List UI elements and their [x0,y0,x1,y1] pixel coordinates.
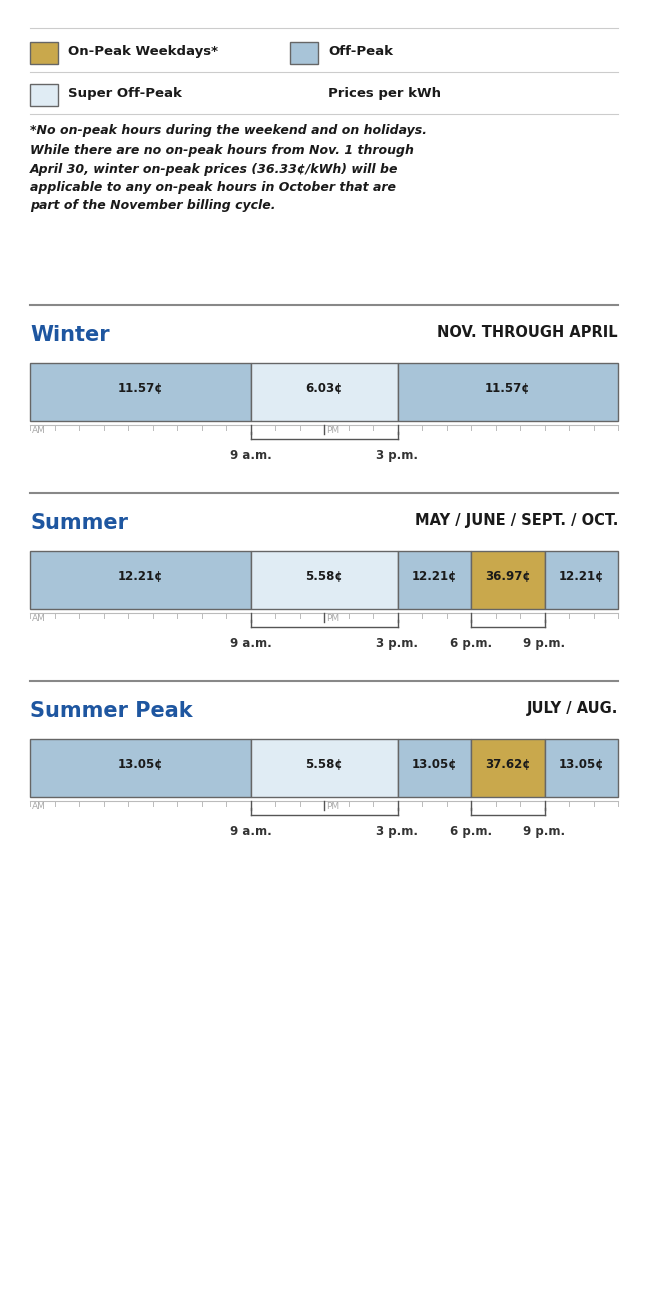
Text: 6 p.m.: 6 p.m. [450,637,492,650]
Text: PM: PM [326,614,339,623]
Text: 9 p.m.: 9 p.m. [524,637,566,650]
Text: JULY / AUG.: JULY / AUG. [527,701,618,716]
Text: 5.58¢: 5.58¢ [305,758,343,771]
Text: While there are no on-peak hours from Nov. 1 through
April 30, winter on-peak pr: While there are no on-peak hours from No… [30,144,414,212]
Text: Off-Peak: Off-Peak [328,45,393,58]
Text: AM: AM [32,614,46,623]
Bar [544,551,618,610]
Text: Summer: Summer [30,513,128,534]
Text: 12.21¢: 12.21¢ [117,569,163,582]
Text: Super Off-Peak: Super Off-Peak [68,87,182,100]
Bar [544,739,618,797]
Text: *No on-peak hours during the weekend and on holidays.: *No on-peak hours during the weekend and… [30,125,427,138]
Text: PM: PM [326,802,339,812]
Bar [30,551,251,610]
Bar [397,551,471,610]
Text: AM: AM [32,802,46,812]
Bar [30,84,58,106]
Text: MAY / JUNE / SEPT. / OCT.: MAY / JUNE / SEPT. / OCT. [415,513,618,528]
Text: 3 p.m.: 3 p.m. [376,637,419,650]
Bar [397,739,471,797]
Text: Winter: Winter [30,325,110,345]
Bar [290,42,318,64]
Text: 13.05¢: 13.05¢ [559,758,604,771]
Text: 5.58¢: 5.58¢ [305,569,343,582]
Text: 36.97¢: 36.97¢ [485,569,531,582]
Bar [30,42,58,64]
Text: NOV. THROUGH APRIL: NOV. THROUGH APRIL [437,325,618,340]
Text: 6 p.m.: 6 p.m. [450,825,492,838]
Text: 11.57¢: 11.57¢ [117,382,163,395]
Text: 3 p.m.: 3 p.m. [376,825,419,838]
Text: PM: PM [326,426,339,435]
Text: 13.05¢: 13.05¢ [411,758,457,771]
Bar [397,363,618,421]
Text: 11.57¢: 11.57¢ [485,382,531,395]
Text: Summer Peak: Summer Peak [30,701,192,721]
Text: 9 a.m.: 9 a.m. [229,825,272,838]
Text: Prices per kWh: Prices per kWh [328,87,441,100]
Text: 37.62¢: 37.62¢ [485,758,531,771]
Bar [471,739,544,797]
Text: 12.21¢: 12.21¢ [411,569,457,582]
Bar [251,739,397,797]
Bar [251,551,397,610]
Text: 13.05¢: 13.05¢ [117,758,163,771]
Bar [471,551,544,610]
Bar [30,363,251,421]
Text: 9 a.m.: 9 a.m. [229,637,272,650]
Text: 3 p.m.: 3 p.m. [376,448,419,461]
Text: 6.03¢: 6.03¢ [305,382,343,395]
Text: 12.21¢: 12.21¢ [559,569,604,582]
Bar [30,739,251,797]
Text: 9 p.m.: 9 p.m. [524,825,566,838]
Bar [251,363,397,421]
Text: On-Peak Weekdays*: On-Peak Weekdays* [68,45,218,58]
Text: 9 a.m.: 9 a.m. [229,448,272,461]
Text: AM: AM [32,426,46,435]
